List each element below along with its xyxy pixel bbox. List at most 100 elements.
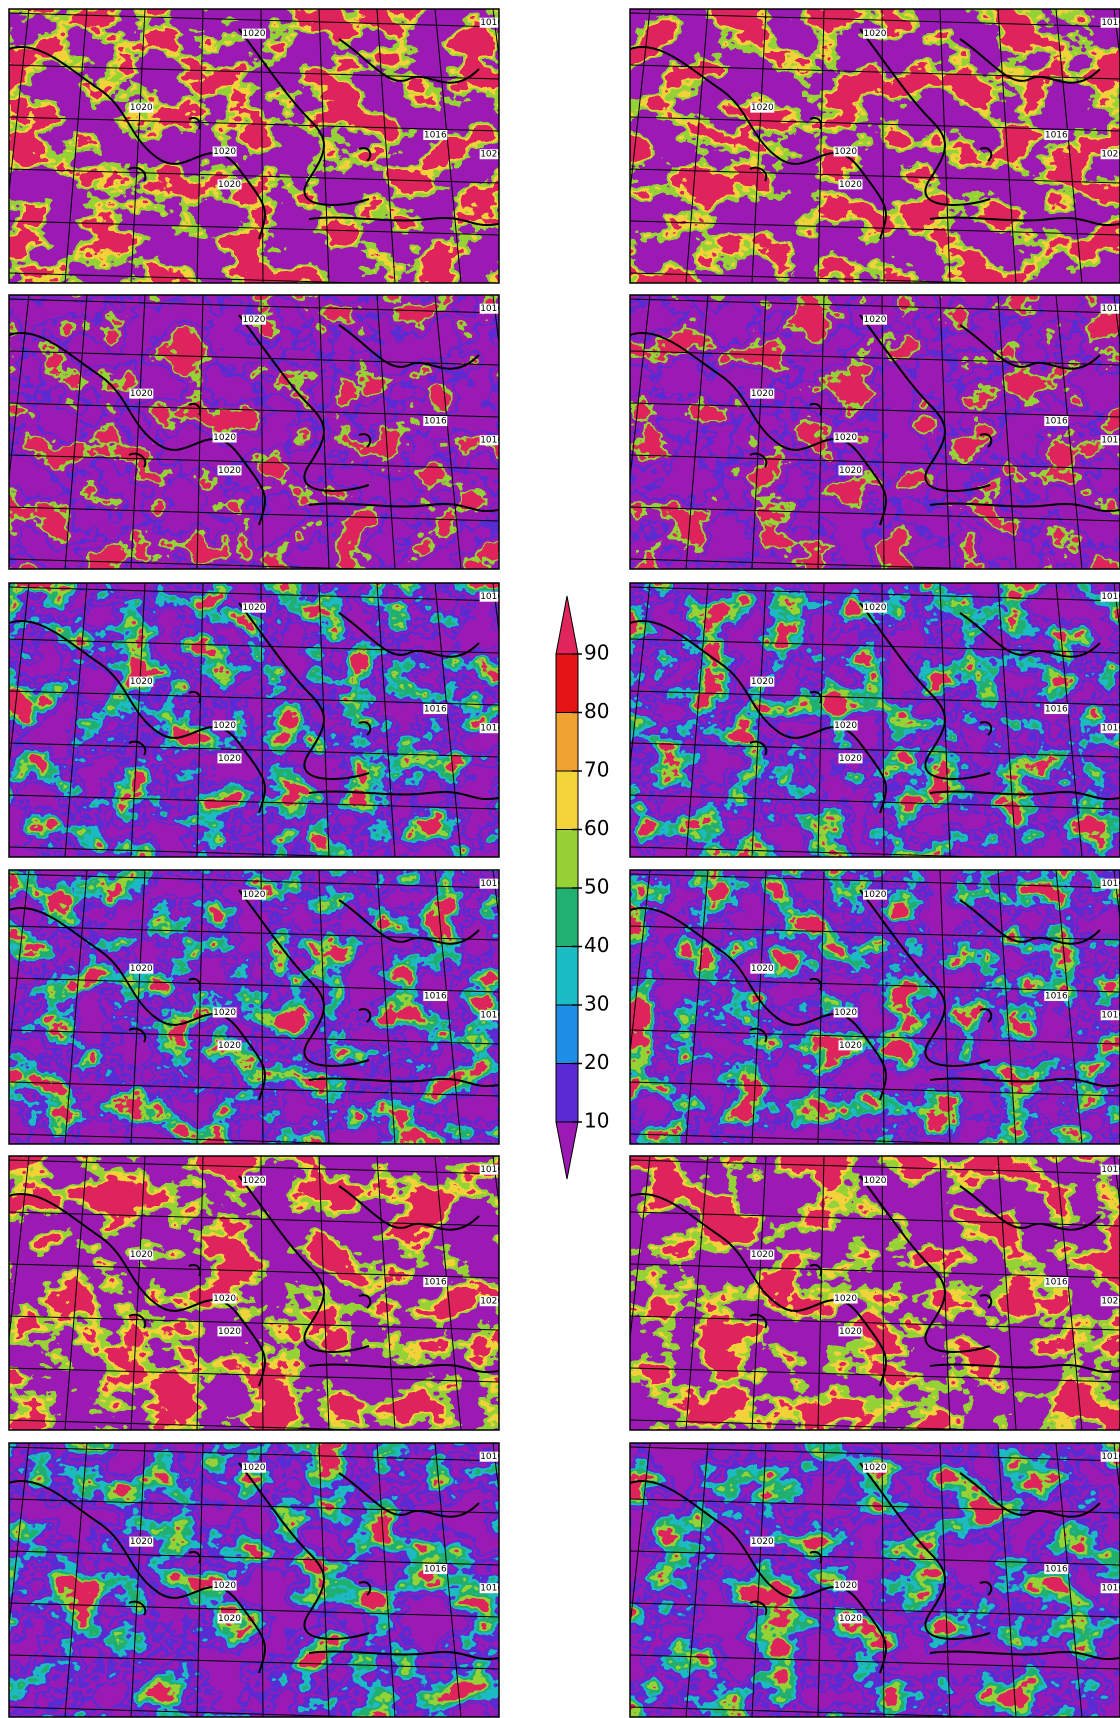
parallel	[630, 1706, 998, 1717]
panel-frame	[629, 8, 1120, 284]
meridian	[434, 1156, 462, 1430]
label-box	[479, 1010, 499, 1021]
isobar-label: 1020	[839, 1041, 862, 1051]
isobar-label: 1020	[218, 180, 241, 190]
isobar-label: 1016	[424, 417, 447, 427]
map-panel: 1020 1016 1020 1020 1020 1016 1016	[9, 295, 503, 569]
isobar-label: 1020	[130, 964, 153, 974]
label-box	[838, 465, 863, 476]
parallel	[630, 1159, 1120, 1175]
isobar-label: 1016	[424, 131, 447, 141]
isobar-label: 1016	[1101, 879, 1120, 889]
colorbar-segment	[555, 712, 579, 772]
coastline	[9, 1462, 499, 1674]
coastline	[630, 602, 1120, 814]
meridian	[817, 583, 825, 857]
isobar-label: 1020	[751, 677, 774, 687]
field	[630, 870, 1120, 1144]
parallel	[9, 272, 377, 283]
isobar-label: 1016	[424, 1565, 447, 1575]
panel-frame	[629, 1442, 1120, 1718]
meridian	[260, 870, 264, 1144]
panel-frame	[629, 1155, 1120, 1431]
isobar-label: 1020	[130, 1537, 153, 1547]
parallel	[630, 168, 1120, 184]
field	[9, 9, 499, 283]
parallel	[9, 1706, 377, 1717]
label-box	[423, 130, 448, 141]
parallel	[9, 1029, 499, 1045]
map-panel: 1020 1016 1020 1020 1020 1016 1016	[554, 295, 1120, 569]
parallel	[9, 1602, 499, 1618]
isobar-label: 1016	[480, 724, 503, 734]
meridian	[1055, 583, 1083, 857]
parallel	[9, 116, 499, 132]
isobar-label: 1016	[1101, 18, 1120, 28]
isobar-label: 1020	[751, 964, 774, 974]
parallel	[9, 1446, 499, 1462]
map-panel: 1020 1016 1020 1020 1020 1016 1016	[9, 583, 503, 857]
map-panel: 1020 1016 1020 1020 1020 1016 1016	[630, 583, 1120, 857]
isobar-label: 1016	[1045, 1565, 1068, 1575]
meridian	[196, 583, 204, 857]
meridian	[630, 870, 651, 1058]
meridian	[554, 9, 592, 283]
map-panel: 1020 1016 1020 1020 1020 1016 1016	[630, 870, 1120, 1144]
isobar-label: 1020	[218, 754, 241, 764]
label-box	[212, 720, 237, 731]
label-box	[833, 1293, 858, 1304]
meridian	[196, 295, 204, 569]
panel-frame	[8, 869, 500, 1145]
meridian	[196, 9, 204, 283]
parallel	[9, 1367, 499, 1383]
label-box	[863, 1462, 887, 1473]
isobar-label: 1020	[243, 890, 266, 900]
meridian	[554, 1443, 592, 1717]
isobar-label: 1020	[213, 433, 236, 443]
parallel	[9, 1419, 377, 1430]
colorbar: 10 20 30 40 50 60 70 80 90	[555, 595, 609, 1180]
colorbar-segment	[555, 1063, 579, 1123]
coastline	[630, 1462, 1120, 1674]
label-box	[212, 1580, 237, 1591]
field	[630, 1156, 1120, 1430]
meridian	[434, 295, 462, 569]
meridian	[554, 295, 592, 569]
meridian	[64, 295, 88, 569]
parallel	[630, 116, 1120, 132]
meridian	[997, 870, 1017, 1144]
label-box	[1044, 704, 1069, 715]
isobar-label: 1016	[1101, 436, 1120, 446]
colorbar-label: 20	[584, 1050, 609, 1074]
label-box	[863, 314, 887, 325]
isobar-label: 1016	[480, 436, 503, 446]
parallel	[9, 1133, 377, 1144]
meridian	[751, 583, 767, 857]
isobar-label: 1020	[864, 890, 887, 900]
meridian	[376, 1443, 396, 1717]
parallel	[9, 454, 499, 470]
label-box	[212, 432, 237, 443]
field	[9, 583, 499, 857]
map-panel: 1020 1016 1020 1020 1020 1016 1020	[9, 1156, 499, 1430]
label-box	[863, 889, 887, 900]
meridian	[434, 870, 462, 1144]
meridian	[997, 1156, 1017, 1430]
panel-frame	[629, 294, 1120, 570]
label-box	[212, 146, 237, 157]
parallel	[9, 873, 499, 889]
isobar-label: 1020	[243, 603, 266, 613]
meridian	[997, 583, 1017, 857]
isobar-label: 1020	[834, 1294, 857, 1304]
label-box	[242, 602, 266, 613]
label-box	[1100, 1010, 1120, 1021]
colorbar-segment	[555, 946, 579, 1006]
coastline	[9, 889, 499, 1101]
parallel	[630, 1602, 1120, 1618]
meridian	[434, 583, 462, 857]
isobar-label: 1016	[424, 992, 447, 1002]
meridian	[376, 1156, 396, 1430]
parallel	[9, 402, 499, 418]
parallel	[9, 586, 499, 602]
parallel	[630, 1446, 1120, 1462]
